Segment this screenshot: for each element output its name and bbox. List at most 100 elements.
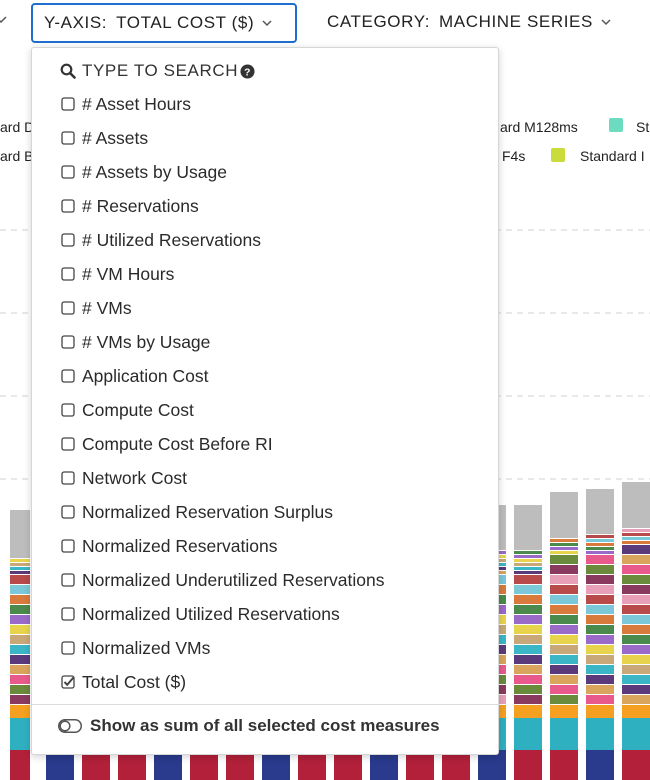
option[interactable]: Application Cost — [61, 364, 208, 388]
background-bar-segment — [514, 575, 542, 584]
option-label: # Assets by Usage — [82, 161, 227, 182]
option[interactable]: Compute Cost — [61, 398, 194, 422]
legend-swatch — [551, 148, 565, 162]
selector-label: Y-AXIS: — [44, 13, 108, 32]
background-bar-segment — [514, 655, 542, 664]
toggle-label: Show as sum of all selected cost measure… — [90, 716, 440, 735]
background-bar-segment — [586, 615, 614, 624]
background-bar-segment — [514, 645, 542, 654]
chevron — [0, 16, 7, 24]
background-bar-segment — [586, 685, 614, 694]
checkbox[interactable] — [61, 675, 75, 689]
background-bar-segment — [10, 595, 30, 604]
option[interactable]: # VMs by Usage — [61, 330, 210, 354]
option-label: # Asset Hours — [82, 93, 191, 114]
chevron — [262, 20, 272, 27]
background-bar-segment — [586, 535, 614, 538]
background-bar-segment — [586, 695, 614, 704]
option[interactable]: Normalized Reservations — [61, 534, 278, 558]
background-bar-segment — [10, 718, 30, 750]
option[interactable]: Normalized Underutilized Reservations — [61, 568, 385, 592]
background-bar-segment — [586, 565, 614, 574]
option[interactable]: # Asset Hours — [61, 92, 191, 116]
search-field[interactable]: TYPE TO SEARCH ? — [60, 60, 255, 82]
sum-toggle[interactable]: Show as sum of all selected cost measure… — [58, 714, 440, 738]
background-bar-segment — [514, 585, 542, 594]
option-label: # Assets — [82, 127, 149, 148]
background-bar-segment — [514, 567, 542, 570]
checkbox[interactable] — [61, 335, 75, 349]
checkbox[interactable] — [61, 471, 75, 485]
background-bar-segment — [550, 695, 578, 704]
background-bar-segment — [10, 575, 30, 584]
y-axis-selector[interactable]: Y-AXIS: TOTAL COST ($) — [31, 3, 297, 43]
background-bar-segment — [550, 718, 578, 750]
option[interactable]: Compute Cost Before RI — [61, 432, 273, 456]
background-bar-segment — [514, 665, 542, 674]
category-selector[interactable]: CATEGORY: MACHINE SERIES — [327, 3, 611, 41]
option-label: # Reservations — [82, 195, 199, 216]
checkbox[interactable] — [61, 301, 75, 315]
background-bar-segment — [622, 645, 650, 654]
background-bar-segment — [622, 595, 650, 604]
option[interactable]: # Assets — [61, 126, 148, 150]
option[interactable]: Network Cost — [61, 466, 187, 490]
checkbox[interactable] — [61, 505, 75, 519]
background-bar-segment — [586, 575, 614, 584]
background-bar-segment — [550, 675, 578, 684]
toggle-switch[interactable] — [58, 719, 82, 733]
checkbox[interactable] — [61, 403, 75, 417]
checkbox[interactable] — [61, 267, 75, 281]
legend-label: ard B — [0, 148, 34, 164]
background-bar-segment — [514, 675, 542, 684]
background-bar-segment — [334, 750, 362, 780]
option[interactable]: # VMs — [61, 296, 132, 320]
background-bar-segment — [10, 510, 30, 558]
background-bar-segment — [514, 571, 542, 574]
option[interactable]: # Assets by Usage — [61, 160, 227, 184]
checkbox[interactable] — [61, 607, 75, 621]
checkbox[interactable] — [61, 539, 75, 553]
option[interactable]: Normalized VMs — [61, 636, 210, 660]
background-bar-segment — [586, 750, 614, 780]
checkbox[interactable] — [61, 131, 75, 145]
checkbox[interactable] — [61, 97, 75, 111]
background-bar-segment — [622, 585, 650, 594]
option[interactable]: # Utilized Reservations — [61, 228, 261, 252]
option[interactable]: Normalized Utilized Reservations — [61, 602, 340, 626]
selector-value: MACHINE SERIES — [439, 12, 593, 31]
checkbox[interactable] — [61, 165, 75, 179]
checkbox[interactable] — [61, 369, 75, 383]
option[interactable]: # VM Hours — [61, 262, 174, 286]
background-bar-segment — [586, 645, 614, 654]
option-label: Network Cost — [82, 467, 188, 488]
help-icon[interactable]: ? — [240, 63, 255, 79]
background-bar-segment — [10, 705, 30, 718]
option[interactable]: Total Cost ($) — [61, 670, 186, 694]
checkbox[interactable] — [61, 199, 75, 213]
background-bar-segment — [586, 605, 614, 614]
checkbox[interactable] — [61, 641, 75, 655]
background-bar-segment — [586, 718, 614, 750]
checkbox[interactable] — [61, 437, 75, 451]
checkbox[interactable] — [61, 573, 75, 587]
background-bar-segment — [622, 625, 650, 634]
background-bar-segment — [550, 547, 578, 550]
background-bar-segment — [622, 705, 650, 718]
background-bar-segment — [514, 750, 542, 780]
checkbox[interactable] — [61, 233, 75, 247]
background-bar-segment — [46, 750, 74, 780]
background-bar-segment — [622, 685, 650, 694]
background-bar-segment — [10, 655, 30, 664]
background-bar-segment — [514, 555, 542, 558]
option[interactable]: # Reservations — [61, 194, 199, 218]
option[interactable]: Normalized Reservation Surplus — [61, 500, 333, 524]
selector-label: CATEGORY: — [327, 12, 431, 31]
background-bar-segment — [622, 615, 650, 624]
background-bar-segment — [586, 539, 614, 542]
background-bar-segment — [406, 750, 434, 780]
background-bar-segment — [190, 750, 218, 780]
background-bar-segment — [262, 750, 290, 780]
background-bar-segment — [10, 695, 30, 704]
option-label: Normalized VMs — [82, 637, 211, 658]
